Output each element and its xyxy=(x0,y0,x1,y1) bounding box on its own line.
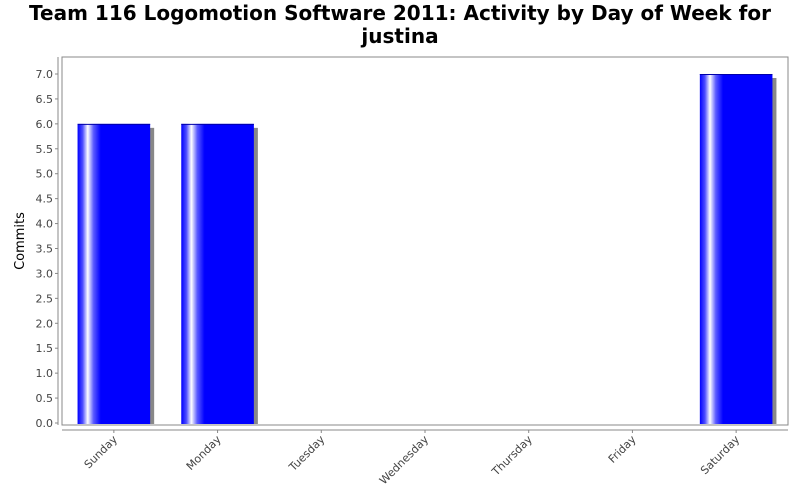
x-tick-label: Thursday xyxy=(489,433,535,479)
y-tick-label: 5.0 xyxy=(36,168,54,181)
bar-sunday xyxy=(77,123,151,424)
y-tick-label: 3.0 xyxy=(36,267,54,280)
y-tick-label: 7.0 xyxy=(36,68,54,81)
y-tick-label: 4.5 xyxy=(36,193,54,206)
x-tick-label: Tuesday xyxy=(286,433,328,475)
y-tick-label: 0.5 xyxy=(36,392,54,405)
y-tick-label: 1.0 xyxy=(36,367,54,380)
y-axis-label: Commits xyxy=(13,212,28,270)
y-tick-label: 1.5 xyxy=(36,342,54,355)
y-tick-label: 2.0 xyxy=(36,317,54,330)
x-tick-label: Monday xyxy=(184,433,224,473)
y-tick-label: 6.0 xyxy=(36,118,54,131)
chart-title: Team 116 Logomotion Software 2011: Activ… xyxy=(29,1,771,48)
bar-monday xyxy=(181,123,254,424)
bars xyxy=(77,74,777,424)
y-tick-label: 5.5 xyxy=(36,143,54,156)
y-tick-label: 2.5 xyxy=(36,292,54,305)
plot-area xyxy=(61,56,789,426)
x-tick-label: Wednesday xyxy=(377,433,432,488)
x-tick-label: Sunday xyxy=(82,433,121,472)
y-tick-label: 4.0 xyxy=(36,218,54,231)
x-axis: Sunday Monday Tuesday Wednesday Thursday Frid… xyxy=(62,429,788,488)
x-tick-label: Saturday xyxy=(698,433,743,478)
y-tick-label: 3.5 xyxy=(36,243,54,256)
y-tick-label: 0.0 xyxy=(36,417,54,430)
bar-saturday xyxy=(699,74,773,424)
x-tick-label: Friday xyxy=(606,433,639,466)
y-tick-label: 6.5 xyxy=(36,93,54,106)
y-axis: 0.0 0.5 1.0 1.5 2.0 2.5 3.0 3.5 4.0 4.5 5.0 5.5 6.0 6… xyxy=(36,57,59,430)
